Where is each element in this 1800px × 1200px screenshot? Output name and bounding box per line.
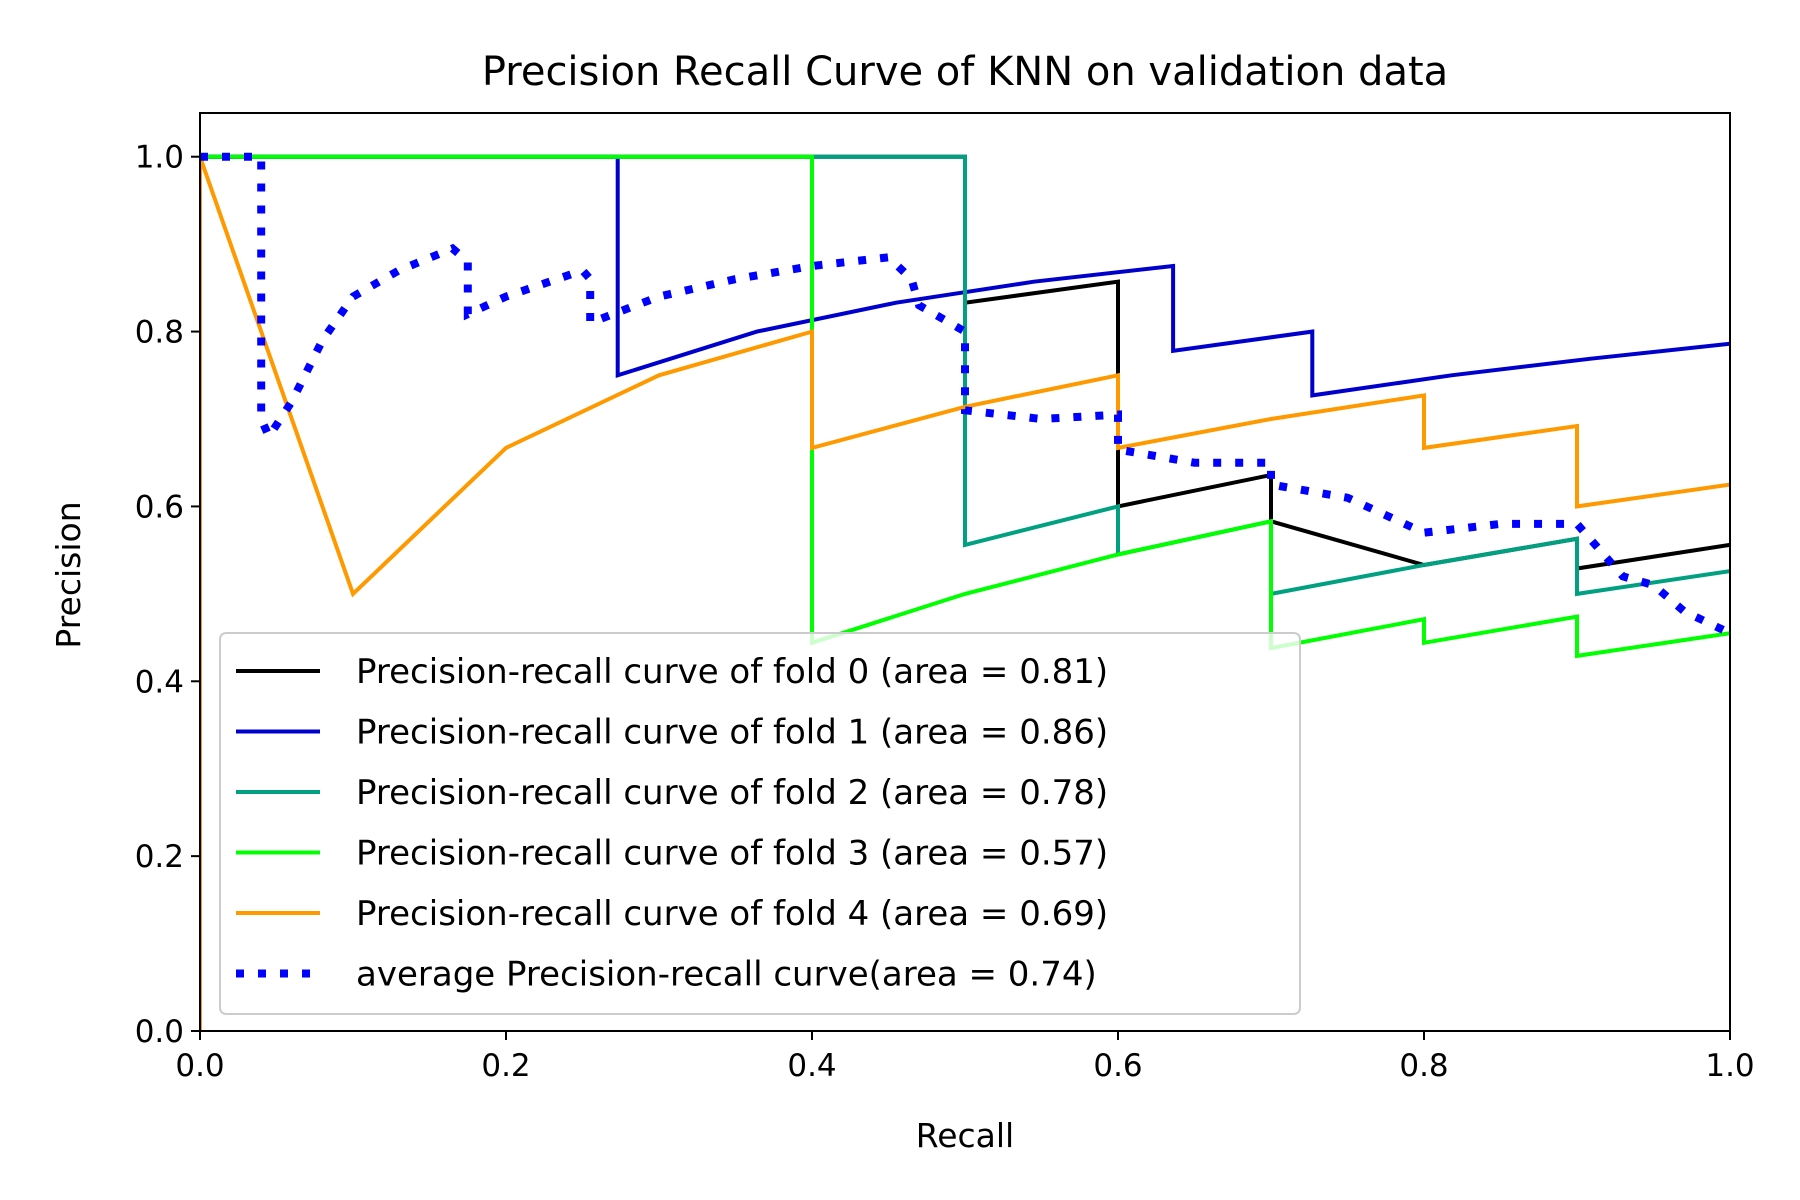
- y-tick-label: 0.0: [135, 1014, 184, 1050]
- series-line-1: [200, 154, 1730, 1031]
- series-line-5: [200, 152, 1730, 637]
- legend-label-5: average Precision-recall curve(area = 0.…: [356, 955, 1097, 995]
- x-tick-label: 0.6: [1093, 1048, 1142, 1084]
- legend-label-1: Precision-recall curve of fold 1 (area =…: [356, 713, 1108, 753]
- y-tick-label: 0.8: [135, 315, 184, 351]
- y-tick-label: 0.2: [135, 839, 184, 875]
- series-layer: [200, 152, 1730, 1031]
- chart-title: Precision Recall Curve of KNN on validat…: [482, 49, 1448, 95]
- legend-label-2: Precision-recall curve of fold 2 (area =…: [356, 773, 1108, 813]
- x-tick-label: 0.0: [175, 1048, 224, 1084]
- x-tick-label: 0.4: [787, 1048, 836, 1084]
- y-axis-label: Precision: [49, 501, 88, 648]
- x-tick-label: 0.2: [481, 1048, 530, 1084]
- plot-frame: [199, 112, 1731, 1032]
- legend-label-4: Precision-recall curve of fold 4 (area =…: [356, 894, 1108, 934]
- y-tick-label: 0.4: [135, 664, 184, 700]
- x-axis-label: Recall: [916, 1116, 1014, 1155]
- y-axis: 0.0 0.2 0.4 0.6 0.8 1.0: [135, 140, 200, 1050]
- y-tick-label: 1.0: [135, 140, 184, 176]
- x-tick-label: 1.0: [1705, 1048, 1754, 1084]
- legend: Precision-recall curve of fold 0 (area =…: [219, 632, 1301, 1015]
- series-line-3: [200, 154, 1730, 1031]
- x-axis: 0.0 0.2 0.4 0.6 0.8 1.0: [175, 1031, 1755, 1084]
- legend-box: [219, 632, 1301, 1015]
- x-tick-label: 0.8: [1399, 1048, 1448, 1084]
- legend-label-3: Precision-recall curve of fold 3 (area =…: [356, 834, 1108, 874]
- series-line-4: [200, 156, 1730, 1031]
- y-tick-label: 0.6: [135, 489, 184, 525]
- legend-label-0: Precision-recall curve of fold 0 (area =…: [356, 652, 1108, 692]
